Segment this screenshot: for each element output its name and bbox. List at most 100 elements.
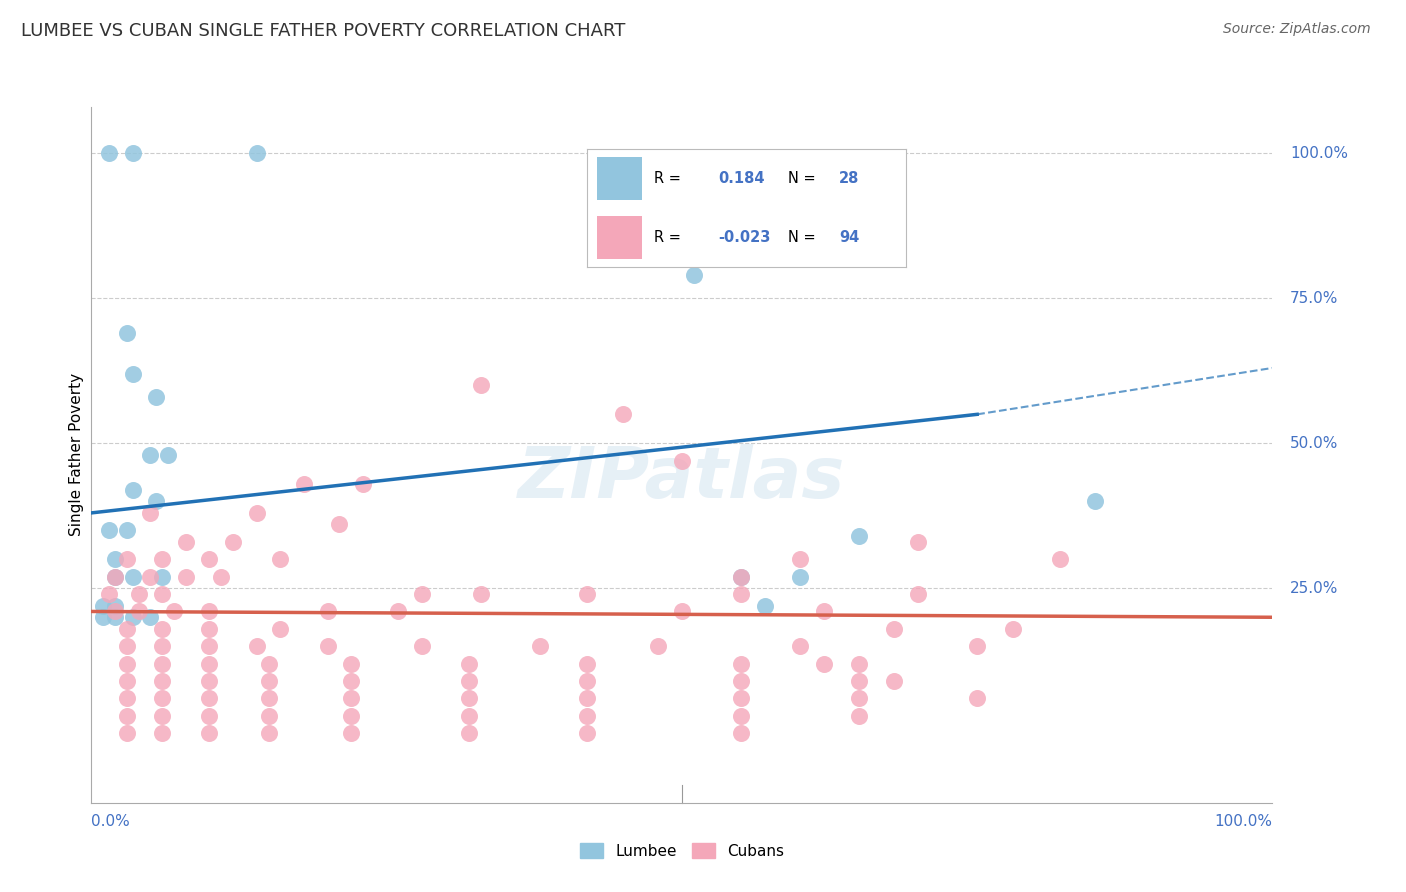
Point (340, 726, 363, 740)
Point (848, 691, 870, 706)
Point (907, 587, 929, 601)
Point (115, 657, 138, 671)
Point (730, 708, 752, 723)
Point (246, 639, 269, 653)
Point (789, 639, 811, 653)
Point (576, 657, 599, 671)
Point (104, 599, 127, 613)
Y-axis label: Single Father Poverty: Single Father Poverty (69, 374, 84, 536)
Point (115, 326, 138, 341)
Point (139, 448, 162, 462)
Point (198, 622, 221, 636)
Point (198, 674, 221, 689)
Point (730, 570, 752, 584)
Point (292, 476, 315, 491)
Point (813, 657, 835, 671)
Point (529, 639, 551, 653)
Point (1084, 494, 1107, 508)
Point (198, 639, 221, 653)
Point (104, 570, 127, 584)
Point (340, 657, 363, 671)
Point (848, 674, 870, 689)
Point (128, 587, 150, 601)
Point (966, 639, 988, 653)
Point (730, 657, 752, 671)
Point (257, 726, 280, 740)
Point (411, 587, 433, 601)
Point (115, 708, 138, 723)
Point (269, 552, 291, 566)
Text: 100.0%: 100.0% (1291, 146, 1348, 161)
Point (150, 552, 173, 566)
Point (730, 674, 752, 689)
Point (209, 570, 232, 584)
Point (139, 570, 162, 584)
Point (682, 268, 704, 282)
Point (576, 674, 599, 689)
Point (730, 726, 752, 740)
Point (98, 587, 121, 601)
Point (340, 691, 363, 706)
Text: LUMBEE VS CUBAN SINGLE FATHER POVERTY CORRELATION CHART: LUMBEE VS CUBAN SINGLE FATHER POVERTY CO… (21, 22, 626, 40)
Point (411, 639, 433, 653)
Point (104, 552, 127, 566)
Point (150, 708, 173, 723)
Point (340, 708, 363, 723)
Point (174, 534, 197, 549)
Point (813, 605, 835, 619)
Point (145, 390, 167, 404)
Point (150, 726, 173, 740)
Point (1001, 622, 1024, 636)
Point (150, 570, 173, 584)
Point (150, 639, 173, 653)
Point (316, 639, 339, 653)
Point (115, 622, 138, 636)
Point (246, 146, 269, 161)
Point (257, 657, 280, 671)
Point (576, 726, 599, 740)
Point (163, 605, 186, 619)
Point (198, 657, 221, 671)
Text: Source: ZipAtlas.com: Source: ZipAtlas.com (1223, 22, 1371, 37)
Point (198, 552, 221, 566)
Point (128, 605, 150, 619)
Point (789, 552, 811, 566)
Point (115, 726, 138, 740)
Point (150, 691, 173, 706)
Point (104, 570, 127, 584)
Point (198, 708, 221, 723)
Point (883, 622, 905, 636)
Point (848, 708, 870, 723)
Point (121, 570, 143, 584)
Point (257, 691, 280, 706)
Point (150, 622, 173, 636)
Point (139, 610, 162, 624)
Point (340, 674, 363, 689)
Point (121, 610, 143, 624)
Text: ZIPatlas: ZIPatlas (519, 443, 845, 513)
Point (907, 534, 929, 549)
Point (257, 674, 280, 689)
Text: 25.0%: 25.0% (1291, 581, 1339, 596)
Point (174, 570, 197, 584)
Point (198, 691, 221, 706)
Point (848, 657, 870, 671)
Text: 0.0%: 0.0% (91, 814, 131, 830)
Point (470, 587, 492, 601)
Point (121, 146, 143, 161)
Point (91, 599, 114, 613)
Point (730, 691, 752, 706)
Point (966, 691, 988, 706)
Text: 50.0%: 50.0% (1291, 436, 1339, 450)
Point (157, 448, 180, 462)
Point (883, 674, 905, 689)
Point (352, 476, 374, 491)
Point (789, 570, 811, 584)
Point (730, 587, 752, 601)
Point (98, 523, 121, 537)
Point (730, 570, 752, 584)
Point (150, 657, 173, 671)
Point (104, 610, 127, 624)
Point (328, 517, 350, 532)
Point (671, 605, 693, 619)
